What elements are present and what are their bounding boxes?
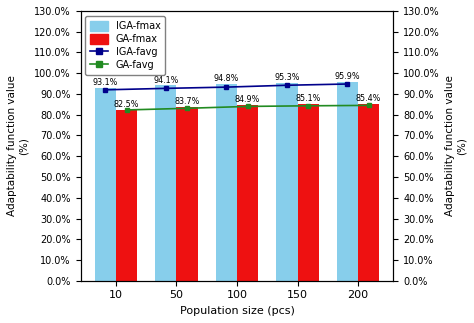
Legend: IGA-fmax, GA-fmax, IGA-favg, GA-favg: IGA-fmax, GA-fmax, IGA-favg, GA-favg bbox=[85, 16, 165, 75]
Bar bbox=[216, 84, 237, 281]
Bar bbox=[116, 109, 137, 281]
Bar bbox=[95, 88, 116, 281]
Bar bbox=[337, 82, 358, 281]
Y-axis label: Adaptability function value
(%): Adaptability function value (%) bbox=[7, 76, 28, 216]
Text: 95.9%: 95.9% bbox=[335, 72, 360, 81]
Text: 83.7%: 83.7% bbox=[174, 97, 200, 106]
Text: 95.3%: 95.3% bbox=[274, 73, 300, 82]
Text: 85.4%: 85.4% bbox=[356, 94, 381, 103]
Bar bbox=[237, 105, 258, 281]
Bar bbox=[276, 83, 298, 281]
Text: 94.1%: 94.1% bbox=[153, 76, 179, 85]
Bar bbox=[358, 103, 379, 281]
Text: 85.1%: 85.1% bbox=[295, 94, 321, 103]
Bar bbox=[298, 104, 319, 281]
Bar bbox=[176, 107, 198, 281]
Text: 84.9%: 84.9% bbox=[235, 95, 260, 104]
Y-axis label: Adaptability function value
(%): Adaptability function value (%) bbox=[446, 76, 467, 216]
Bar bbox=[155, 86, 176, 281]
Text: 82.5%: 82.5% bbox=[114, 100, 139, 109]
X-axis label: Population size (pcs): Population size (pcs) bbox=[180, 306, 294, 316]
Text: 94.8%: 94.8% bbox=[214, 74, 239, 83]
Text: 93.1%: 93.1% bbox=[93, 78, 118, 87]
